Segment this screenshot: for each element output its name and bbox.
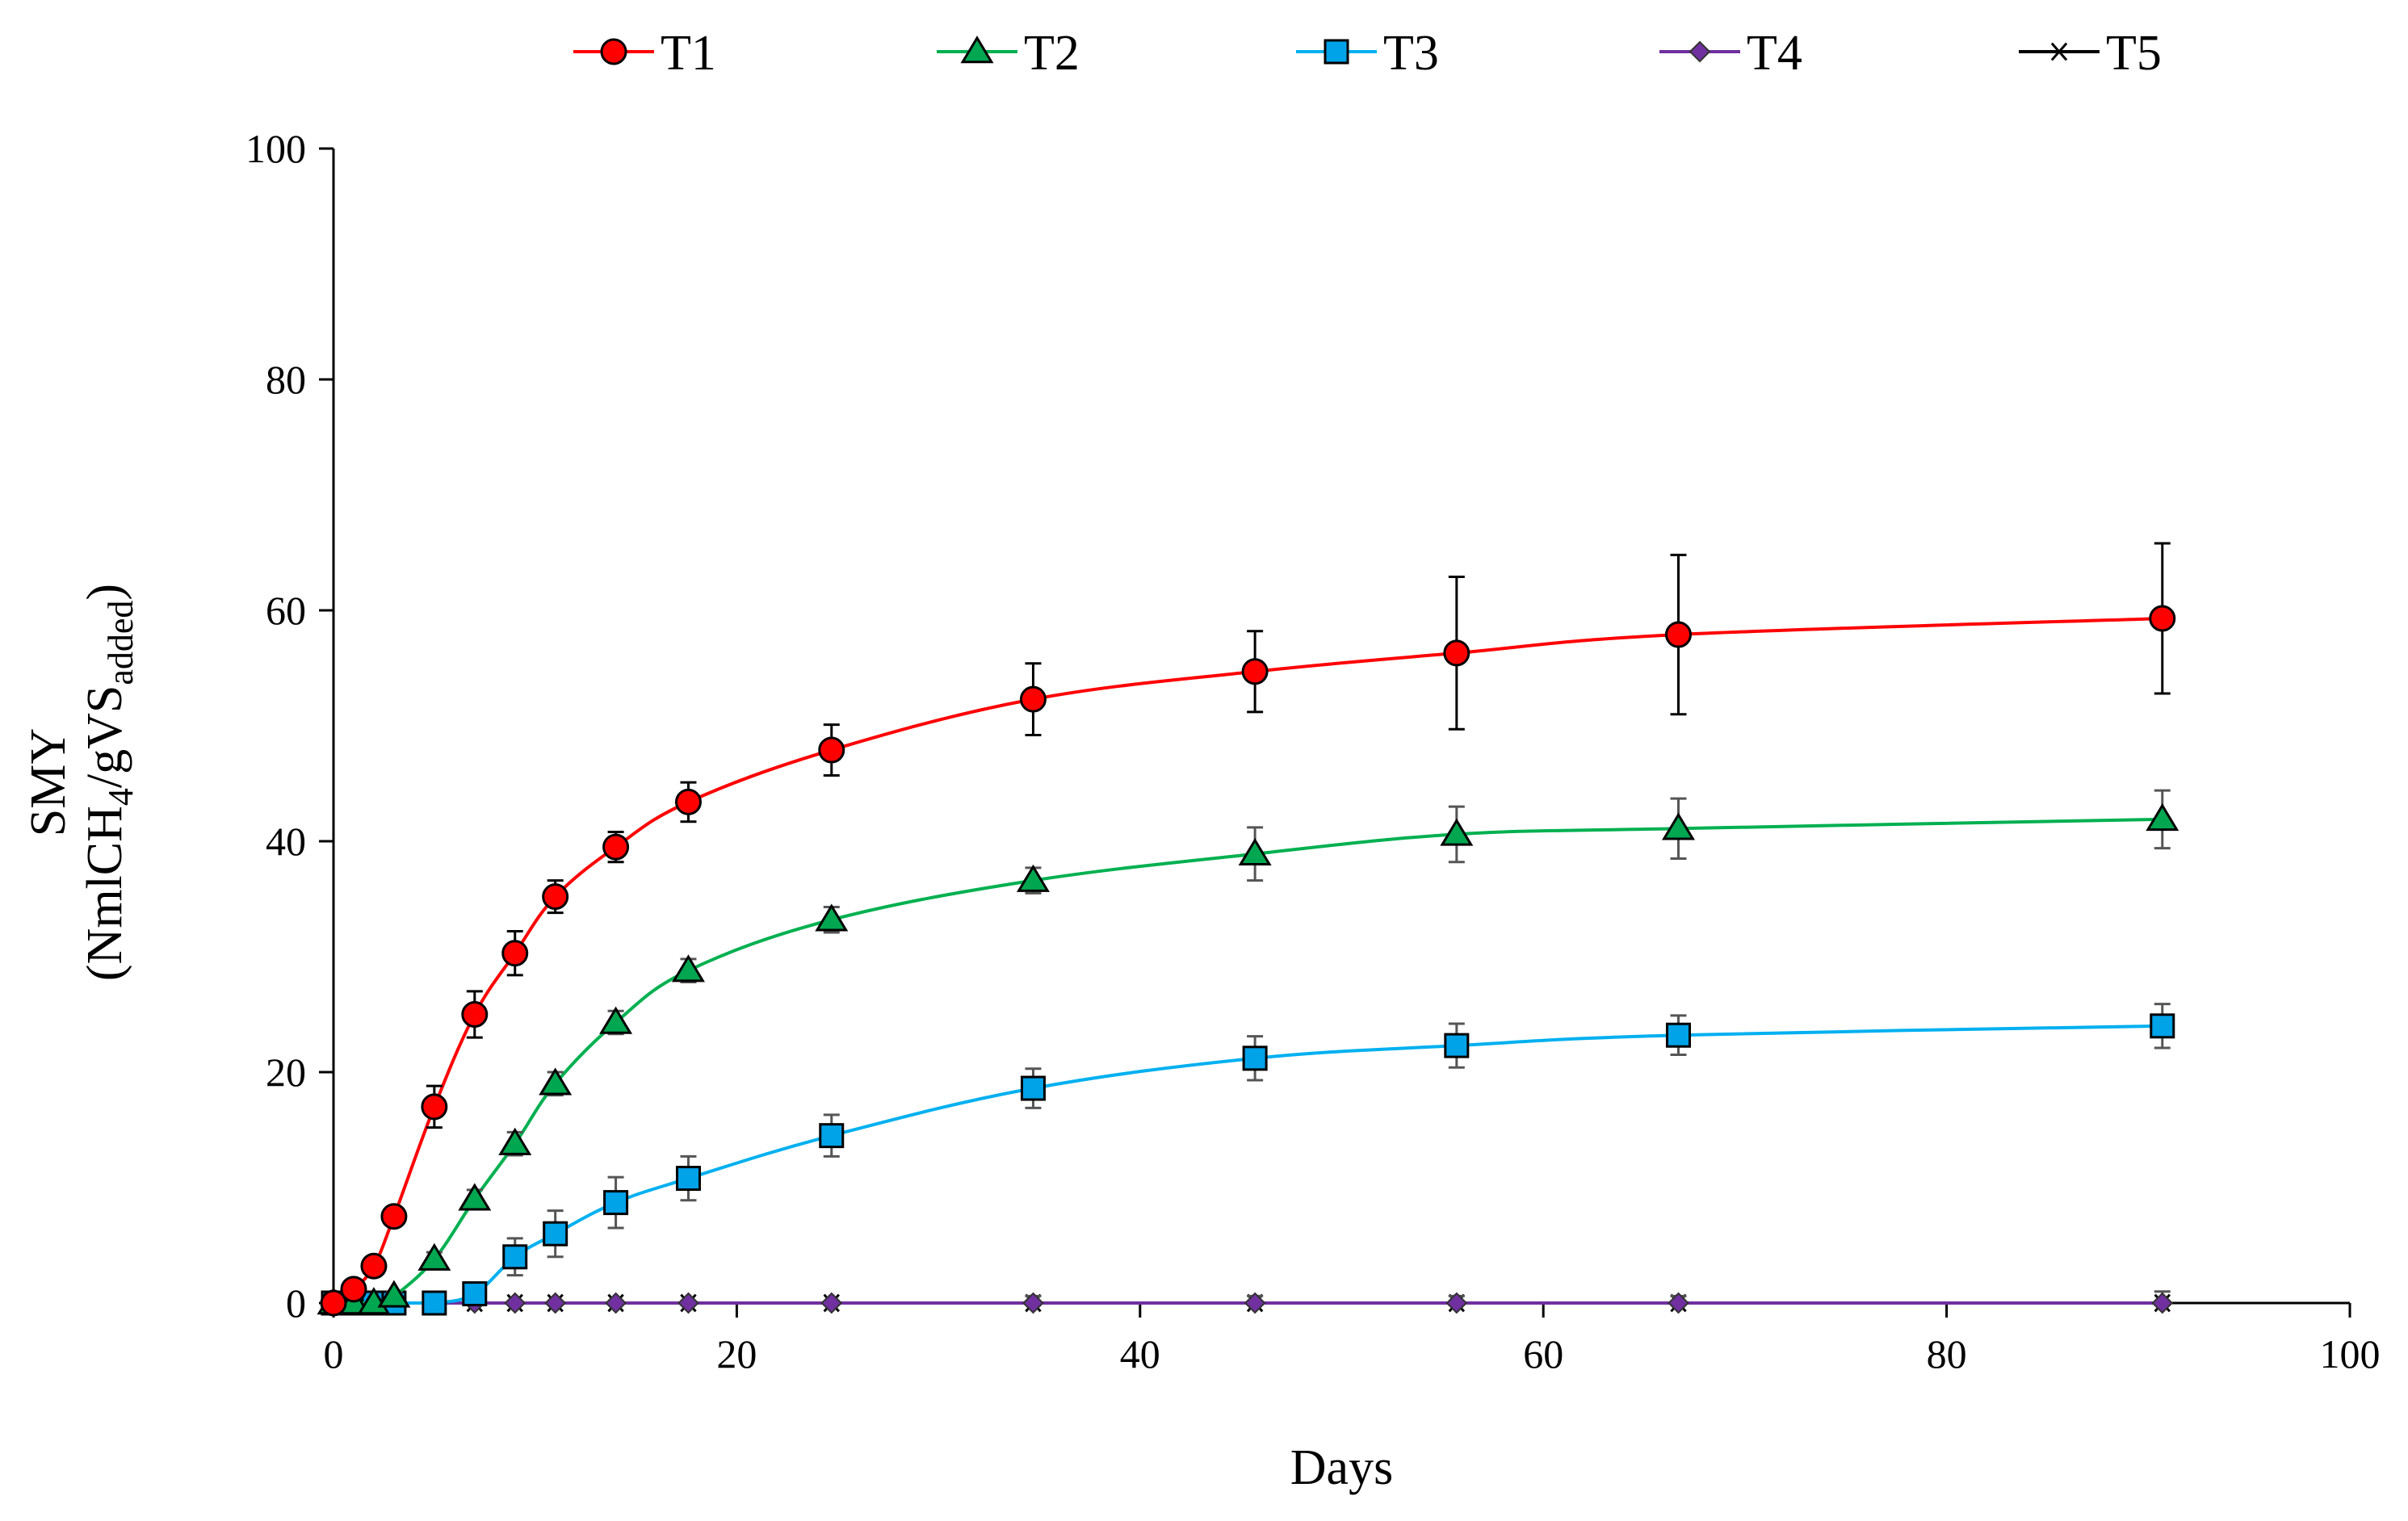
data-point-t1 [421, 1093, 448, 1121]
legend: T1 T2 T3 T4 T5 [573, 26, 2162, 81]
data-point-t4 [678, 1292, 699, 1314]
legend-label-t1: T1 [661, 26, 716, 81]
legend-item-t4: T4 [1659, 26, 1802, 81]
y-axis-title-sub2: added [101, 601, 141, 685]
data-point-t2 [1016, 864, 1050, 892]
legend-marker-t1 [600, 38, 627, 65]
x-tick-label: 60 [1523, 1331, 1563, 1376]
y-axis-title-line1: SMY [21, 728, 76, 836]
data-point-t1 [501, 940, 529, 967]
legend-marker-t4 [1689, 40, 1711, 63]
legend-label-t2: T2 [1024, 26, 1080, 81]
y-tick-label: 60 [266, 588, 306, 633]
y-tick-label: 20 [266, 1050, 306, 1095]
data-point-t1 [380, 1203, 408, 1230]
y-tick-label: 80 [266, 357, 306, 402]
data-point-t1 [2149, 605, 2176, 632]
data-point-t4 [1668, 1292, 1689, 1314]
data-point-t1 [340, 1276, 367, 1303]
data-point-t3 [502, 1244, 528, 1270]
data-point-t1 [461, 1001, 489, 1028]
y-tick-label: 100 [245, 126, 306, 171]
data-point-t4 [2151, 1292, 2174, 1314]
x-tick-label: 100 [2320, 1331, 2381, 1376]
series-line-t2 [334, 817, 2163, 1305]
data-point-t1 [818, 736, 845, 764]
data-point-t2 [417, 1242, 451, 1271]
data-point-t1 [1443, 639, 1470, 667]
series-t1 [320, 542, 2176, 1317]
data-point-t4 [1244, 1292, 1266, 1314]
data-point-t3 [1242, 1045, 1268, 1071]
data-point-t4 [1022, 1292, 1044, 1314]
y-axis-title-close: ) [78, 584, 132, 601]
y-axis-ticks: 0 20 40 60 80 100 [245, 126, 334, 1326]
axes: 0 20 40 60 80 100 0 20 40 60 80 100 [245, 126, 2381, 1376]
legend-item-t5: T5 [2019, 26, 2162, 81]
data-point-t2 [2146, 802, 2179, 832]
y-axis-title-mid: /gVS [78, 685, 132, 788]
x-tick-label: 40 [1120, 1331, 1160, 1376]
data-point-t1 [542, 883, 569, 911]
series-line-t1 [332, 617, 2163, 1305]
legend-item-t2: T2 [937, 26, 1080, 81]
legend-marker-t5 [2049, 42, 2070, 61]
y-tick-label: 0 [286, 1280, 306, 1326]
data-point-t1 [602, 833, 630, 861]
y-axis-title-sub1: 4 [101, 788, 141, 806]
data-point-t4 [820, 1292, 843, 1314]
legend-item-t1: T1 [573, 26, 716, 81]
y-tick-label: 40 [266, 819, 306, 864]
data-point-t3 [462, 1281, 488, 1307]
data-point-t2 [458, 1183, 492, 1211]
data-point-t3 [422, 1290, 447, 1316]
data-point-t3 [1665, 1022, 1691, 1048]
y-axis-title: SMY (NmlCH4/gVSadded) [21, 584, 141, 981]
legend-item-t3: T3 [1296, 26, 1439, 81]
data-point-t2 [815, 903, 849, 932]
data-point-t2 [1440, 818, 1474, 846]
x-tick-label: 20 [716, 1331, 757, 1376]
data-point-t3 [1444, 1033, 1470, 1058]
y-axis-title-line2: (NmlCH4/gVSadded) [78, 584, 141, 981]
legend-marker-t2 [960, 36, 994, 64]
data-point-t1 [320, 1289, 347, 1317]
data-point-t3 [1020, 1075, 1046, 1101]
legend-label-t4: T4 [1747, 26, 1802, 81]
x-tick-label: 80 [1927, 1331, 1967, 1376]
series-line-t3 [334, 1024, 2163, 1305]
data-point-t3 [2150, 1013, 2175, 1039]
data-point-t4 [544, 1292, 567, 1314]
data-point-t1 [360, 1252, 388, 1280]
data-point-t4 [1445, 1292, 1468, 1314]
data-point-t3 [675, 1166, 701, 1192]
data-point-t2 [671, 954, 705, 983]
data-point-t1 [674, 788, 702, 815]
data-point-t2 [498, 1127, 532, 1155]
y-axis-title-open: (NmlCH [78, 806, 132, 981]
legend-label-t3: T3 [1383, 26, 1439, 81]
legend-marker-t3 [1324, 39, 1349, 65]
series-t3 [321, 1003, 2175, 1316]
data-point-t3 [819, 1123, 845, 1149]
data-point-t1 [1664, 621, 1692, 648]
data-point-t2 [1661, 812, 1695, 840]
plot-area [317, 542, 2179, 1317]
data-point-t2 [1238, 837, 1272, 865]
x-axis-title: Days [1290, 1440, 1393, 1495]
data-point-t4 [605, 1292, 627, 1314]
data-point-t2 [377, 1280, 411, 1308]
data-point-t3 [543, 1221, 568, 1247]
data-point-t4 [504, 1292, 526, 1314]
data-point-t1 [1019, 685, 1047, 713]
data-point-t2 [539, 1067, 573, 1096]
legend-label-t5: T5 [2106, 26, 2162, 81]
x-axis-ticks: 0 20 40 60 80 100 [324, 1303, 2381, 1376]
data-point-t1 [1241, 658, 1269, 685]
data-point-t3 [603, 1190, 629, 1216]
x-tick-label: 0 [324, 1331, 344, 1376]
data-point-t2 [599, 1006, 633, 1034]
